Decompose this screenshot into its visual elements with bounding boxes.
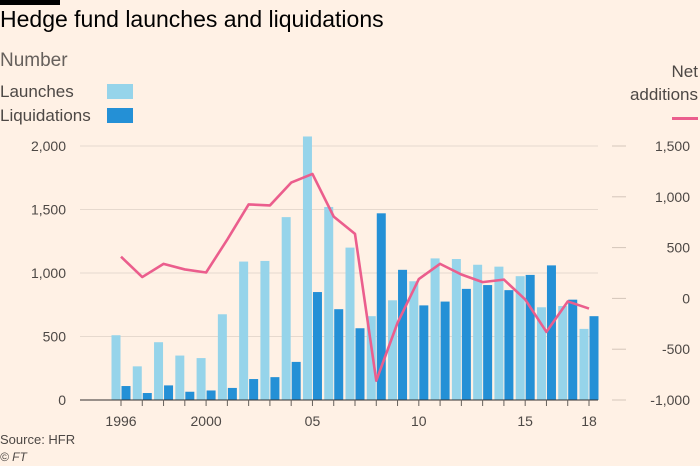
right-axis-tick-label: 1,500 bbox=[655, 138, 690, 154]
bar-liquidations bbox=[461, 288, 471, 400]
bar-launches bbox=[175, 355, 185, 400]
bar-launches bbox=[388, 300, 398, 400]
bar-liquidations bbox=[164, 385, 174, 400]
bar-liquidations bbox=[419, 305, 429, 400]
left-axis-tick-label: 1,500 bbox=[31, 202, 66, 218]
bar-launches bbox=[473, 264, 483, 400]
net-additions-line bbox=[120, 172, 590, 382]
bar-liquidations bbox=[312, 292, 322, 400]
bar-launches bbox=[111, 335, 121, 400]
bar-launches bbox=[451, 259, 461, 400]
right-axis-tick-label: -500 bbox=[662, 341, 690, 357]
bar-launches bbox=[515, 276, 525, 400]
x-axis-tick-label: 05 bbox=[305, 413, 321, 429]
bar-liquidations bbox=[249, 379, 259, 400]
bar-liquidations bbox=[227, 387, 237, 400]
bar-launches bbox=[409, 281, 419, 400]
bar-liquidations bbox=[398, 269, 408, 400]
legend-launches-swatch bbox=[107, 84, 133, 99]
chart-subtitle: Number bbox=[0, 50, 68, 71]
legend-net-swatch bbox=[672, 117, 698, 121]
bar-launches bbox=[430, 258, 440, 400]
right-axis-tick-label: 0 bbox=[682, 290, 690, 306]
credit-note: © FT bbox=[0, 450, 27, 464]
chart-title: Hedge fund launches and liquidations bbox=[0, 6, 384, 32]
bar-launches bbox=[281, 217, 291, 400]
bar-launches bbox=[366, 316, 376, 400]
bar-liquidations bbox=[355, 328, 365, 400]
x-axis-tick-label: 18 bbox=[581, 413, 597, 429]
bar-liquidations bbox=[206, 390, 216, 400]
x-axis-tick-label: 1996 bbox=[105, 413, 136, 429]
ft-topbar bbox=[0, 0, 60, 5]
source-note: Source: HFR bbox=[0, 432, 76, 447]
bar-launches bbox=[558, 306, 568, 400]
bar-liquidations bbox=[568, 299, 578, 400]
bar-launches bbox=[196, 358, 206, 400]
bar-liquidations bbox=[483, 285, 493, 400]
bar-liquidations bbox=[376, 213, 386, 400]
left-axis-tick-label: 1,000 bbox=[31, 265, 66, 281]
legend-net-additions: Net additions bbox=[630, 60, 698, 129]
bar-liquidations bbox=[546, 265, 556, 400]
bar-liquidations bbox=[334, 309, 344, 400]
bar-liquidations bbox=[121, 386, 131, 400]
x-axis-tick-label: 10 bbox=[411, 413, 427, 429]
x-axis-tick-label: 2000 bbox=[191, 413, 222, 429]
bar-launches bbox=[302, 136, 312, 400]
bar-launches bbox=[345, 247, 355, 400]
bar-liquidations bbox=[291, 361, 301, 400]
legend-net-label-1: Net bbox=[671, 62, 698, 81]
legend-liquidations-swatch bbox=[107, 108, 133, 123]
bar-launches bbox=[494, 266, 504, 400]
bar-launches bbox=[579, 328, 589, 400]
bar-liquidations bbox=[504, 290, 514, 400]
bar-liquidations bbox=[185, 391, 195, 400]
legend-launches-label: Launches bbox=[0, 82, 74, 101]
bar-launches bbox=[260, 260, 270, 400]
bar-launches bbox=[132, 366, 142, 400]
bar-liquidations bbox=[440, 301, 450, 400]
left-axis-tick-label: 500 bbox=[43, 329, 67, 345]
legend-liquidations-label: Liquidations bbox=[0, 106, 91, 125]
bar-launches bbox=[324, 206, 334, 400]
bar-launches bbox=[239, 261, 249, 400]
bar-launches bbox=[154, 342, 164, 400]
x-axis-tick-label: 15 bbox=[517, 413, 533, 429]
bar-liquidations bbox=[270, 377, 280, 400]
right-axis-tick-label: -1,000 bbox=[650, 392, 690, 408]
bar-launches bbox=[217, 314, 227, 400]
left-axis-tick-label: 2,000 bbox=[31, 138, 66, 154]
left-axis-tick-label: 0 bbox=[58, 392, 66, 408]
right-axis-tick-label: 1,000 bbox=[655, 189, 690, 205]
bar-launches bbox=[536, 307, 546, 400]
legend-net-label-2: additions bbox=[629, 85, 698, 104]
right-axis-tick-label: 500 bbox=[667, 240, 691, 256]
bar-liquidations bbox=[142, 393, 152, 400]
bar-liquidations bbox=[525, 274, 535, 400]
bar-liquidations bbox=[589, 316, 599, 400]
